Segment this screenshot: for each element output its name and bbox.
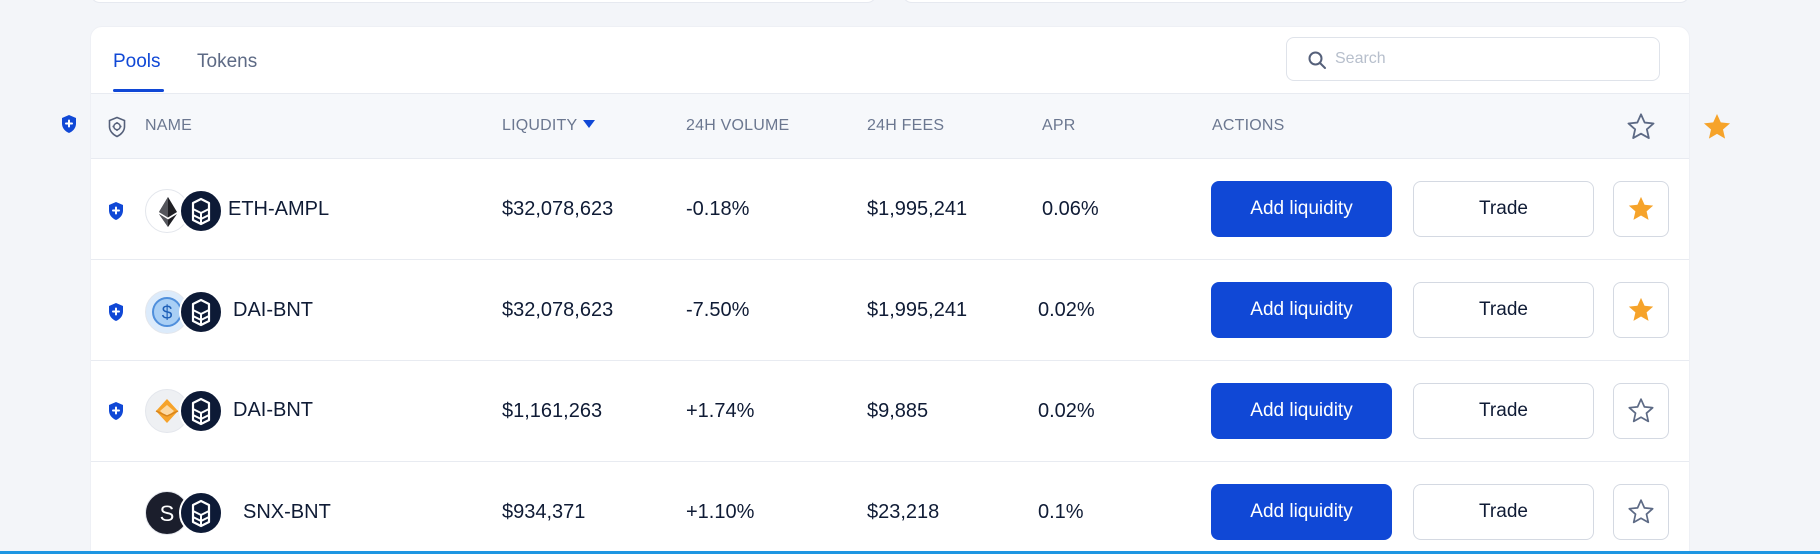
search-icon <box>1308 51 1326 69</box>
table-header: NAME LIQUDITY 24H VOLUME 24H FEES APR AC… <box>91 93 1689 159</box>
bancor-icon <box>179 189 223 233</box>
bancor-icon <box>179 389 223 433</box>
pool-name[interactable]: DAI-BNT <box>233 399 313 421</box>
top-card-right <box>902 0 1690 3</box>
fees-value: $1,995,241 <box>867 299 968 321</box>
trade-button[interactable]: Trade <box>1413 181 1594 237</box>
apr-value: 0.02% <box>1038 400 1095 422</box>
volume-value: +1.74% <box>686 400 755 422</box>
liquidity-value: $934,371 <box>502 501 586 523</box>
fees-value: $23,218 <box>867 501 940 523</box>
apr-value: 0.02% <box>1038 299 1095 321</box>
pools-panel: Pools Tokens NAME LIQUDITY 24H VOLUME 24… <box>90 26 1690 554</box>
star-filled-icon <box>1628 196 1654 220</box>
trade-button[interactable]: Trade <box>1413 383 1594 439</box>
tabs-row: Pools Tokens <box>91 27 1689 93</box>
search-box[interactable] <box>1286 37 1660 81</box>
pool-name[interactable]: SNX-BNT <box>243 501 331 523</box>
fees-value: $9,885 <box>867 400 929 422</box>
bancor-icon <box>179 290 223 334</box>
apr-value: 0.1% <box>1038 501 1084 523</box>
top-card-left <box>90 0 877 3</box>
column-liquidity-label: LIQUDITY <box>502 117 578 134</box>
bancor-icon <box>179 491 223 535</box>
protected-shield-icon[interactable] <box>60 114 78 139</box>
favorites-star-icon[interactable] <box>1701 112 1733 147</box>
active-tab-indicator <box>113 89 164 92</box>
favorite-toggle[interactable] <box>1613 181 1669 237</box>
protected-shield-icon <box>107 302 125 327</box>
column-name[interactable]: NAME <box>145 117 193 134</box>
volume-value: +1.10% <box>686 501 755 523</box>
volume-value: -0.18% <box>686 198 750 220</box>
add-liquidity-button[interactable]: Add liquidity <box>1211 484 1392 540</box>
search-input[interactable] <box>1335 46 1635 72</box>
liquidity-value: $1,161,263 <box>502 400 603 422</box>
add-liquidity-button[interactable]: Add liquidity <box>1211 282 1392 338</box>
bottom-accent-bar <box>0 551 1820 554</box>
trade-button[interactable]: Trade <box>1413 484 1594 540</box>
star-outline-icon <box>1628 398 1654 423</box>
favorite-toggle[interactable] <box>1613 484 1669 540</box>
protected-filter-icon[interactable] <box>107 116 127 143</box>
favorite-toggle[interactable] <box>1613 383 1669 439</box>
svg-text:S: S <box>160 501 175 526</box>
token-pair-icons <box>145 189 225 233</box>
add-liquidity-button[interactable]: Add liquidity <box>1211 181 1392 237</box>
liquidity-value: $32,078,623 <box>502 198 614 220</box>
favorite-toggle[interactable] <box>1613 282 1669 338</box>
trade-button[interactable]: Trade <box>1413 282 1594 338</box>
protected-shield-icon <box>107 401 125 426</box>
fees-value: $1,995,241 <box>867 198 968 220</box>
table-row: DAI-BNT $1,161,263 +1.74% $9,885 0.02% A… <box>91 361 1689 462</box>
sort-desc-icon <box>583 120 596 128</box>
volume-value: -7.50% <box>686 299 750 321</box>
token-pair-icons <box>145 389 225 433</box>
token-pair-icons: $ <box>145 290 225 334</box>
apr-value: 0.06% <box>1042 198 1099 220</box>
add-liquidity-button[interactable]: Add liquidity <box>1211 383 1392 439</box>
column-fees[interactable]: 24H FEES <box>867 117 945 134</box>
protected-shield-icon <box>107 201 125 226</box>
tab-tokens[interactable]: Tokens <box>197 51 258 72</box>
liquidity-value: $32,078,623 <box>502 299 614 321</box>
tab-pools[interactable]: Pools <box>113 51 161 72</box>
star-outline-icon <box>1628 499 1654 524</box>
pool-name[interactable]: DAI-BNT <box>233 299 313 321</box>
svg-text:$: $ <box>162 303 173 324</box>
pool-name[interactable]: ETH-AMPL <box>228 198 330 220</box>
token-pair-icons: S <box>145 491 225 535</box>
table-row: $ DAI-BNT $32,078,623 -7.50% $1,995,241 … <box>91 260 1689 361</box>
table-row: ETH-AMPL $32,078,623 -0.18% $1,995,241 0… <box>91 159 1689 260</box>
column-actions: ACTIONS <box>1212 117 1285 134</box>
star-outline-icon[interactable] <box>1625 112 1657 147</box>
column-volume[interactable]: 24H VOLUME <box>686 117 790 134</box>
column-liquidity[interactable]: LIQUDITY <box>502 117 596 135</box>
column-apr[interactable]: APR <box>1042 117 1076 134</box>
star-filled-icon <box>1628 297 1654 321</box>
table-row: S SNX-BNT $934,371 +1.10% $23,218 0.1% A… <box>91 463 1689 554</box>
